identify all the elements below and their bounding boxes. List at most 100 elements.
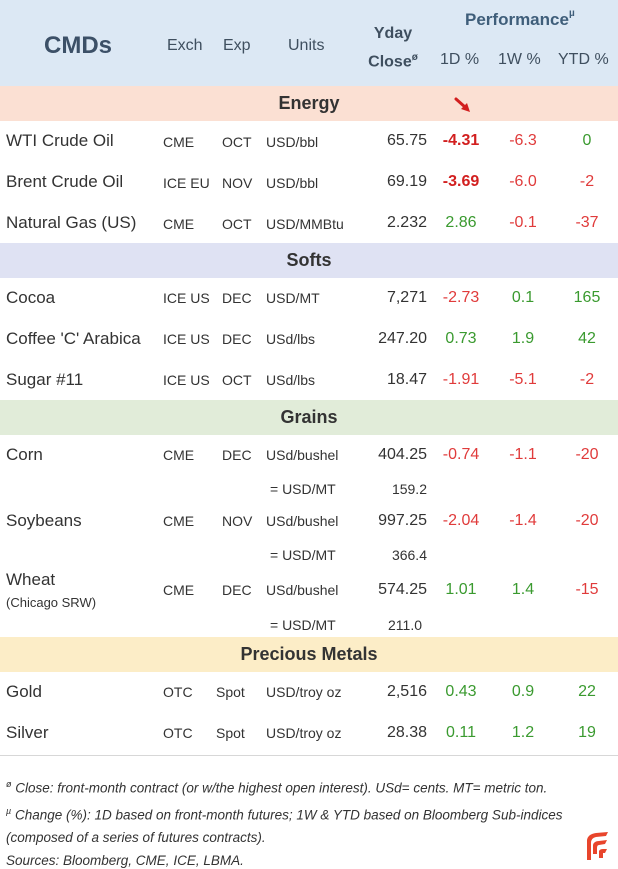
perf-ytd: 42 [578,330,596,347]
perf-1w: 1.9 [511,330,535,347]
conversion-value: 211.0 [388,617,422,633]
units: USD/bbl [266,175,319,191]
units: USd/lbs [266,372,316,388]
col-header-exch: Exch [167,37,203,54]
perf-1d: 0.73 [445,330,477,347]
exchange: OTC [163,684,193,700]
table-row: Silver OTC Spot USD/troy oz 28.38 0.11 1… [0,713,618,754]
footnote-close-text: Close: front-month contract (or w/the hi… [11,780,548,796]
perf-ytd: -2 [579,371,595,388]
footnote-change-text: Change (%): 1D based on front-month futu… [6,807,563,845]
exchange: CME [163,582,195,598]
exchange: ICE US [163,331,210,347]
col-header-yday-close: Yday Closeø [360,22,426,74]
perf-1d: -3.69 [442,173,480,190]
perf-1d: -2.04 [442,512,480,529]
commodity-name: WTI Crude Oil [6,131,114,150]
yday-close: 28.38 [386,724,427,741]
perf-1d: 2.86 [445,214,477,231]
arrow-down-right-icon [454,97,470,112]
perf-1d: 0.11 [446,724,476,741]
commodity-name: Wheat [6,570,56,589]
footnote-close: ø Close: front-month contract (or w/the … [6,773,606,800]
exchange: CME [163,447,195,463]
perf-1w: -6.3 [509,132,537,149]
exchange: CME [163,134,195,150]
performance-label: Performance [465,10,569,29]
expiry: NOV [222,513,253,529]
conversion-units: = USD/MT [270,481,336,497]
perf-1w: -1.1 [509,446,537,463]
yday-footnote-mark: ø [411,52,418,63]
table-row: Wheat (Chicago SRW) CME DEC USd/bushel 5… [0,567,618,615]
commodity-name: Coffee 'C' Arabica [6,329,141,348]
table-row: Natural Gas (US) CME OCT USD/MMBtu 2.232… [0,203,618,244]
perf-1w: -0.1 [509,214,537,231]
table-row: Brent Crude Oil ICE EU NOV USD/bbl 69.19… [0,162,618,203]
section-energy: Energy [0,86,618,121]
commodity-name: Cocoa [6,288,56,307]
perf-1d: -2.73 [442,289,480,306]
commodity-name: Corn [6,445,43,464]
perf-1d: -4.31 [442,132,480,149]
commodity-name: Brent Crude Oil [6,172,124,191]
yday-line1: Yday [373,25,413,42]
perf-1d: -0.74 [442,446,480,463]
expiry: DEC [222,447,252,463]
perf-ytd: -20 [575,446,599,463]
exchange: ICE US [163,290,210,306]
footnote-mark-change: µ [6,805,12,816]
perf-1w: 1.4 [511,581,535,598]
perf-1w: -1.4 [509,512,537,529]
footnote-mark-close: ø [6,779,12,789]
expiry: DEC [222,582,252,598]
conversion-value: 366.4 [391,547,427,563]
table-row: Cocoa ICE US DEC USD/MT 7,271 -2.73 0.1 … [0,278,618,319]
perf-ytd: -20 [575,512,599,529]
perf-1w: 0.1 [511,289,535,306]
yday-close: 404.25 [378,446,427,463]
col-header-1w: 1W % [498,51,541,68]
footnote-sources: Sources: Bloomberg, CME, ICE, LBMA. [6,853,244,868]
yday-close: 574.25 [378,581,427,598]
performance-footnote-mark: µ [568,8,575,19]
units: USD/MMBtu [266,216,344,232]
perf-ytd: 0 [582,132,592,149]
col-header-units: Units [288,37,325,54]
table-row: Sugar #11 ICE US OCT USd/lbs 18.47 -1.91… [0,360,618,401]
brand-logo-icon [587,832,608,860]
conversion-value: 159.2 [391,481,427,497]
exchange: CME [163,513,195,529]
expiry: OCT [222,134,252,150]
expiry: NOV [222,175,253,191]
yday-close: 997.25 [378,512,427,529]
expiry: DEC [222,290,252,306]
perf-ytd: 19 [578,724,596,741]
section-precious-metals: Precious Metals [0,637,618,672]
expiry: DEC [222,331,252,347]
yday-close: 2.232 [386,214,427,231]
perf-ytd: -15 [575,581,599,598]
table-row: Gold OTC Spot USD/troy oz 2,516 0.43 0.9… [0,672,618,713]
table-row: Soybeans CME NOV USd/bushel 997.25 -2.04… [0,501,618,542]
table-bottom-divider [0,755,618,756]
perf-1w: -5.1 [509,371,537,388]
conversion-units: = USD/MT [270,547,336,563]
units: USD/MT [266,290,320,306]
units: USd/bushel [266,447,339,463]
perf-1w: 1.2 [511,724,535,741]
footnote-change: µ Change (%): 1D based on front-month fu… [6,800,606,850]
perf-1w: 0.9 [511,683,535,700]
exchange: ICE US [163,372,210,388]
col-header-ytd: YTD % [558,51,609,68]
commodity-subname: (Chicago SRW) [6,595,97,610]
col-header-1d: 1D % [440,51,480,68]
units: USd/lbs [266,331,316,347]
perf-1w: -6.0 [509,173,537,190]
perf-1d: -1.91 [442,371,480,388]
yday-close: 69.19 [386,173,427,190]
exchange: CME [163,216,195,232]
col-header-exp: Exp [223,37,251,54]
perf-ytd: 165 [573,289,601,306]
table-row: Coffee 'C' Arabica ICE US DEC USd/lbs 24… [0,319,618,360]
